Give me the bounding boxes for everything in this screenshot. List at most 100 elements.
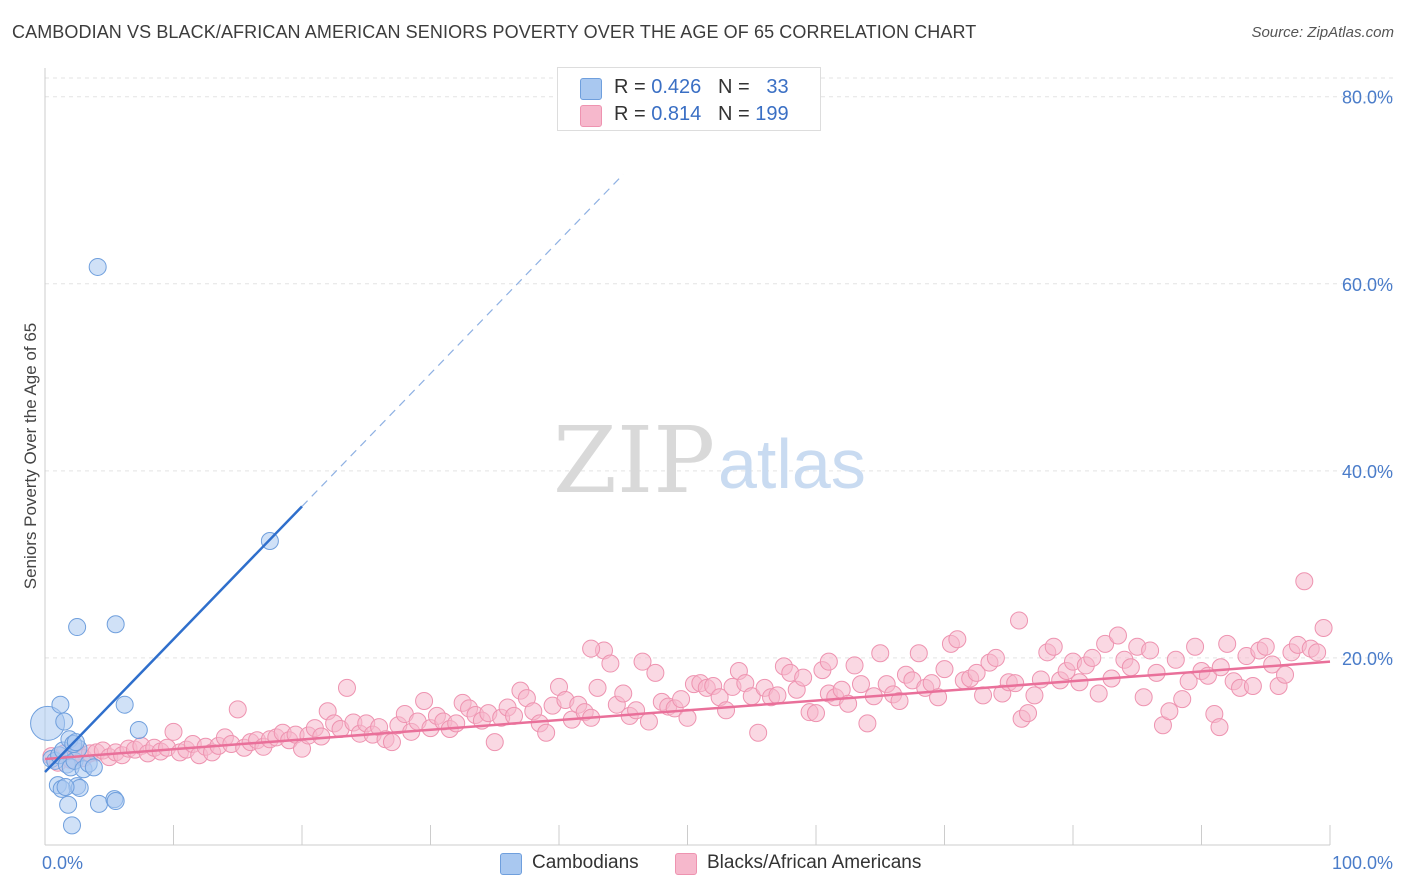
correlation-legend: R = 0.426 N = 33 R = 0.814 N = 199 — [557, 67, 821, 131]
point-cambodians — [51, 695, 70, 714]
point-blacks — [819, 652, 838, 671]
point-blacks — [1010, 611, 1029, 630]
legend-r-value: 0.814 — [651, 103, 702, 125]
point-blacks — [749, 723, 768, 742]
x-tick-labels: 0.0% 100.0% — [42, 853, 1393, 873]
point-cambodians — [84, 758, 103, 777]
point-cambodians — [106, 615, 125, 634]
point-blacks — [1186, 637, 1205, 656]
point-blacks — [948, 630, 967, 649]
point-cambodians — [62, 816, 81, 835]
x-tick-label: 0.0% — [42, 853, 83, 873]
point-blacks — [1044, 637, 1063, 656]
point-blacks — [717, 701, 736, 720]
point-blacks — [794, 668, 813, 687]
point-blacks — [851, 675, 870, 694]
point-cambodians — [59, 795, 78, 814]
point-blacks — [1314, 618, 1333, 637]
point-blacks — [1173, 690, 1192, 709]
point-blacks — [582, 639, 601, 658]
point-blacks — [1108, 626, 1127, 645]
point-blacks — [929, 688, 948, 707]
point-blacks — [415, 691, 434, 710]
point-blacks — [1134, 688, 1153, 707]
legend-n-value: 33 — [766, 76, 789, 98]
legend-r-label: R = — [614, 103, 652, 125]
legend-text: R = 0.426 N = 33 — [614, 76, 789, 99]
point-blacks — [1031, 670, 1050, 689]
point-blacks — [337, 678, 356, 697]
legend-r-value: 0.426 — [651, 76, 702, 98]
point-blacks — [986, 648, 1005, 667]
point-blacks — [890, 691, 909, 710]
point-blacks — [1166, 650, 1185, 669]
point-blacks — [1141, 641, 1160, 660]
point-blacks — [588, 678, 607, 697]
point-blacks — [935, 660, 954, 679]
chart-title: CAMBODIAN VS BLACK/AFRICAN AMERICAN SENI… — [12, 22, 977, 42]
trend-lines — [44, 173, 1331, 773]
point-cambodians — [68, 618, 87, 637]
point-blacks — [1243, 676, 1262, 695]
legend-n-label: N = — [717, 103, 756, 125]
data-points — [30, 257, 1333, 835]
watermark-atlas: atlas — [718, 425, 866, 503]
point-blacks — [845, 656, 864, 675]
bottom-legend-label: Cambodians — [532, 852, 639, 873]
point-blacks — [1025, 686, 1044, 705]
point-blacks — [228, 700, 247, 719]
point-blacks — [672, 690, 691, 709]
point-cambodians — [129, 720, 148, 739]
point-blacks — [601, 654, 620, 673]
point-blacks — [1089, 684, 1108, 703]
point-cambodians — [115, 695, 134, 714]
y-tick-labels: 20.0% 40.0% 60.0% 80.0% — [1342, 88, 1393, 669]
point-blacks — [1308, 643, 1327, 662]
point-cambodians — [55, 712, 74, 731]
point-blacks — [909, 644, 928, 663]
point-blacks — [1276, 665, 1295, 684]
point-blacks — [1096, 634, 1115, 653]
point-blacks — [164, 722, 183, 741]
y-axis-label: Seniors Poverty Over the Age of 65 — [21, 323, 40, 589]
point-cambodians — [56, 778, 75, 797]
point-blacks — [633, 652, 652, 671]
point-blacks — [1218, 634, 1237, 653]
point-blacks — [1147, 663, 1166, 682]
y-tick-label: 40.0% — [1342, 462, 1393, 482]
legend-swatch-cambodians — [580, 78, 602, 100]
point-blacks — [807, 704, 825, 723]
point-blacks — [871, 644, 890, 663]
point-blacks — [614, 684, 633, 703]
point-blacks — [1121, 658, 1140, 677]
x-tick-label: 100.0% — [1332, 853, 1393, 873]
point-blacks — [1006, 674, 1025, 693]
legend-r-label: R = — [614, 76, 652, 98]
point-blacks — [382, 733, 401, 752]
trend-line-blacks — [44, 660, 1331, 761]
point-blacks — [1160, 702, 1179, 721]
axes — [44, 68, 1331, 846]
bottom-legend-swatch — [500, 853, 522, 875]
point-cambodians — [66, 733, 85, 752]
point-blacks — [485, 733, 504, 752]
point-blacks — [639, 712, 658, 731]
point-blacks — [646, 663, 665, 682]
point-cambodians — [106, 792, 125, 811]
legend-text: R = 0.814 N = 199 — [614, 103, 789, 126]
y-tick-label: 60.0% — [1342, 275, 1393, 295]
point-blacks — [768, 686, 787, 705]
grid-lines — [45, 77, 1395, 659]
point-blacks — [967, 663, 986, 682]
legend-n-value: 199 — [755, 103, 789, 125]
point-blacks — [858, 714, 877, 733]
point-cambodians — [88, 257, 107, 276]
legend-swatch-blacks — [580, 105, 602, 127]
point-blacks — [1211, 658, 1230, 677]
y-tick-label: 20.0% — [1342, 649, 1393, 669]
y-tick-label: 80.0% — [1342, 88, 1393, 108]
watermark-zip: ZIP — [553, 407, 715, 514]
point-blacks — [537, 723, 556, 742]
source-label: Source: ZipAtlas.com — [1251, 24, 1394, 41]
point-blacks — [1019, 704, 1038, 723]
